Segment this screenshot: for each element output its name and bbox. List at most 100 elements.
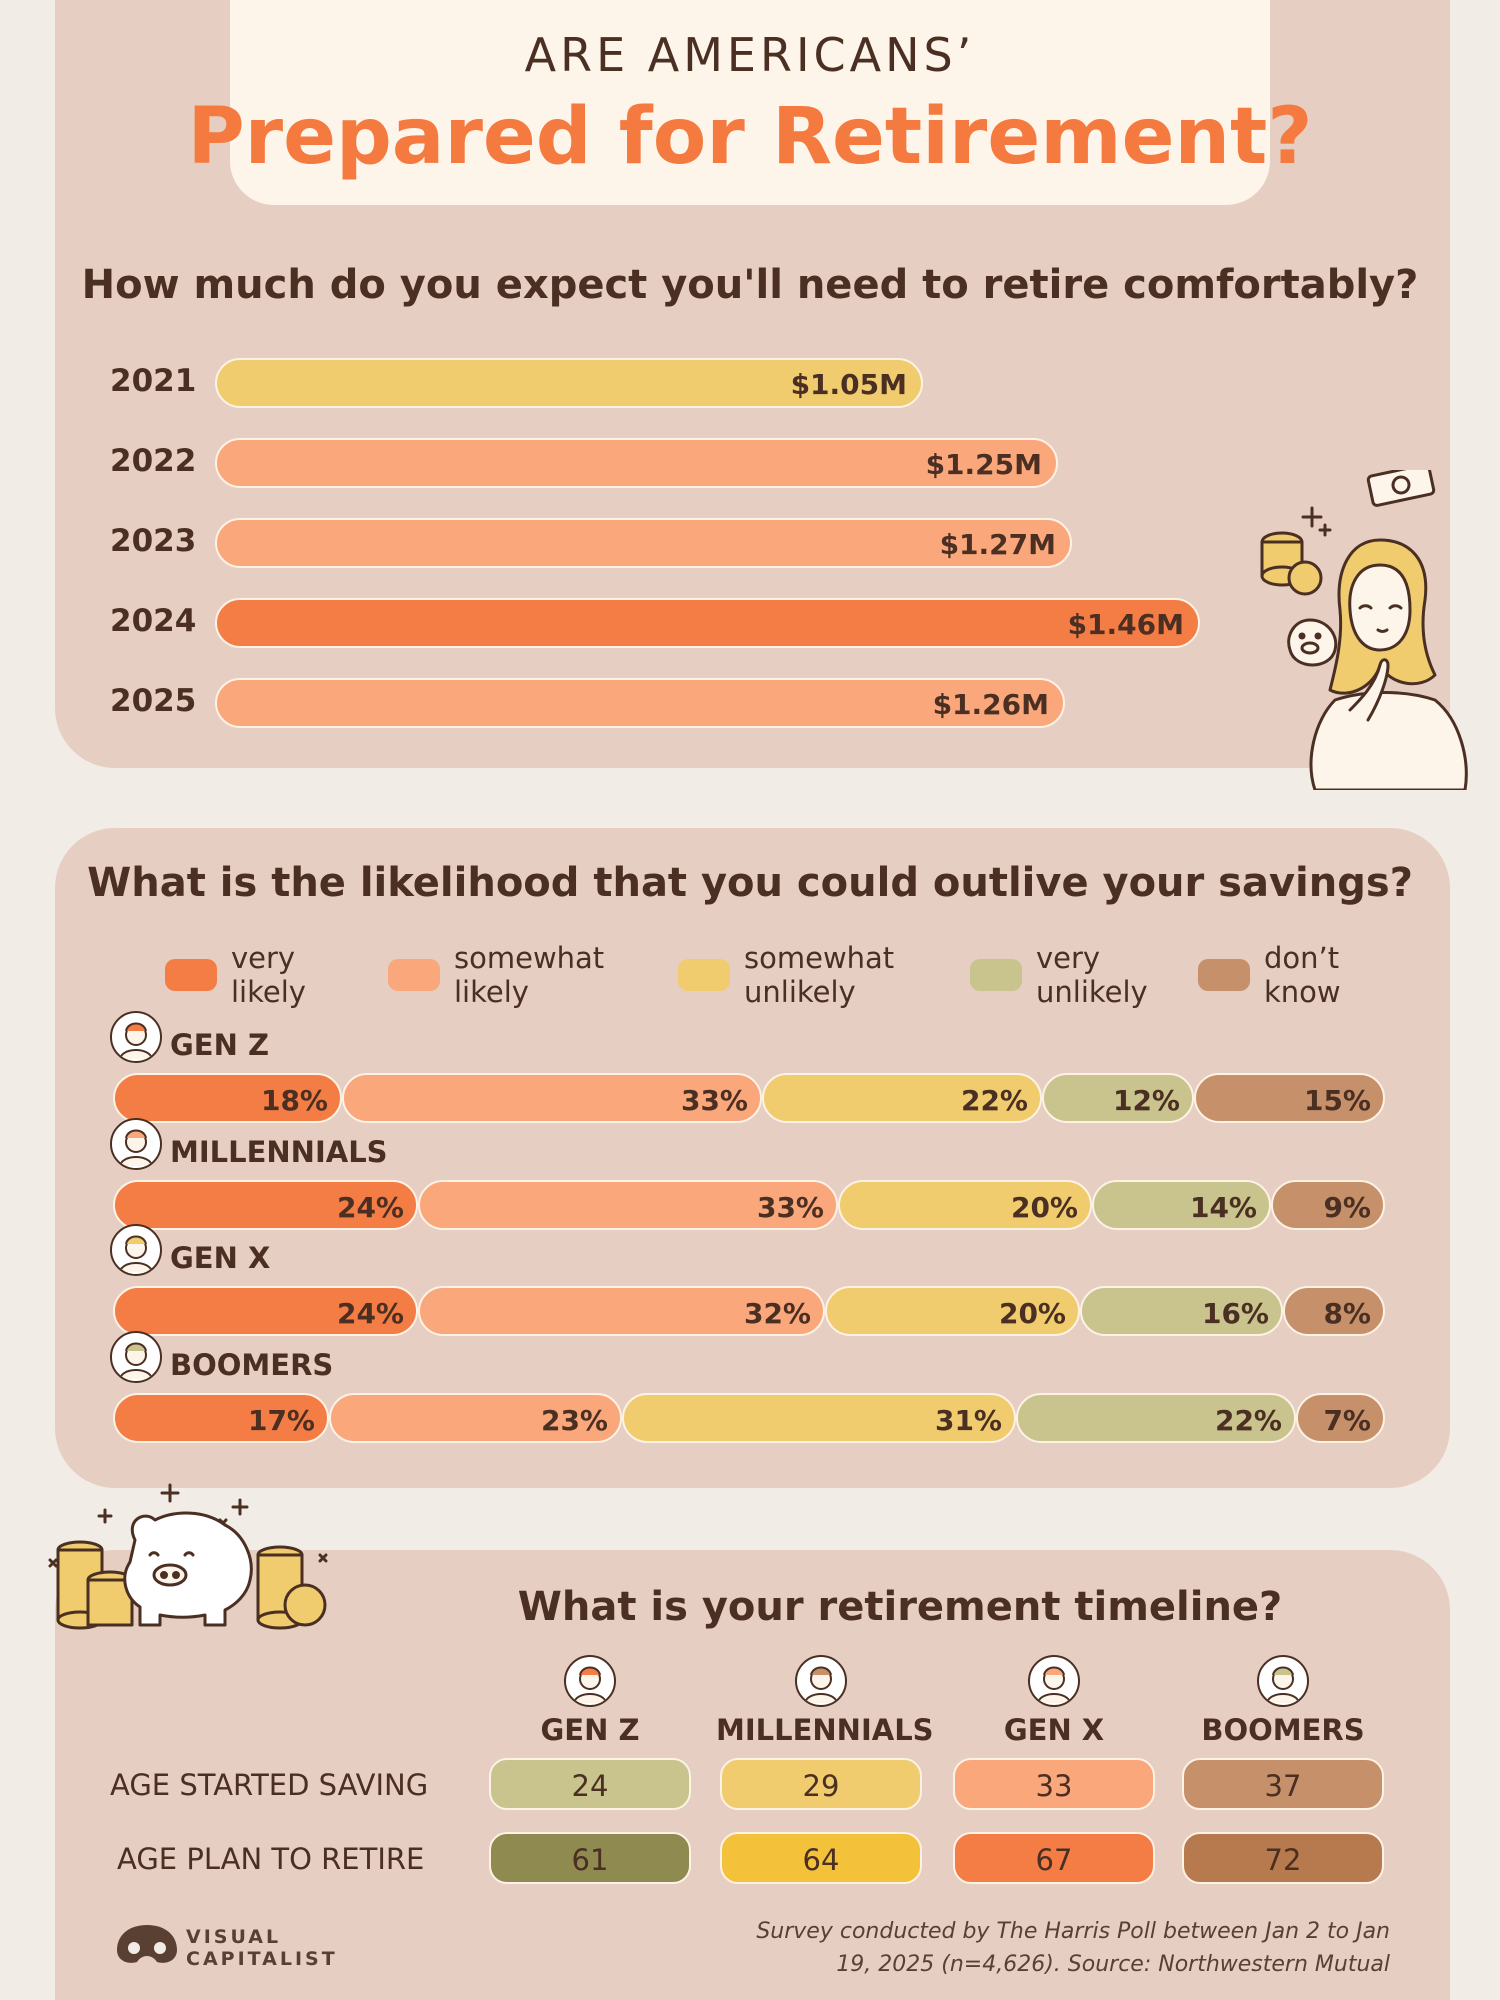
expectation-value-2025: $1.26M bbox=[932, 688, 1049, 721]
gen-label-0: GEN Z bbox=[170, 1028, 270, 1062]
year-label-2025: 2025 bbox=[110, 683, 197, 719]
outlive-segment-2-4: 8% bbox=[1283, 1286, 1385, 1336]
avatar-gen-x-icon bbox=[110, 1224, 162, 1276]
legend-label-2: somewhat unlikely bbox=[744, 941, 895, 1009]
timeline-cell-1-3: 72 bbox=[1182, 1832, 1384, 1884]
expectation-value-2021: $1.05M bbox=[790, 368, 907, 401]
outlive-segment-3-0: 17% bbox=[113, 1393, 329, 1443]
avatar-gen-z-icon bbox=[110, 1011, 162, 1063]
outlive-segment-0-2: 22% bbox=[762, 1073, 1042, 1123]
timeline-cell-1-2: 67 bbox=[953, 1832, 1155, 1884]
legend-swatch-2 bbox=[678, 959, 730, 991]
legend-label-4: don’t know bbox=[1264, 941, 1341, 1009]
year-label-2021: 2021 bbox=[110, 363, 197, 399]
timeline-col-3: BOOMERS bbox=[1201, 1713, 1365, 1747]
outlive-label-3-1: 23% bbox=[540, 1404, 608, 1437]
legend-label-3: very unlikely bbox=[1036, 941, 1148, 1009]
outlive-label-0-4: 15% bbox=[1303, 1084, 1371, 1117]
year-label-2022: 2022 bbox=[110, 443, 197, 479]
timeline-cell-0-0: 24 bbox=[489, 1758, 691, 1810]
outlive-segment-2-3: 16% bbox=[1080, 1286, 1283, 1336]
outlive-label-2-1: 32% bbox=[743, 1297, 811, 1330]
outlive-segment-0-4: 15% bbox=[1194, 1073, 1385, 1123]
timeline-avatar-1-icon bbox=[795, 1655, 847, 1707]
timeline-row-label-0: AGE STARTED SAVING bbox=[110, 1768, 429, 1802]
timeline-row-label-1: AGE PLAN TO RETIRE bbox=[117, 1842, 425, 1876]
timeline-cell-1-1: 64 bbox=[720, 1832, 922, 1884]
timeline-cell-0-3: 37 bbox=[1182, 1758, 1384, 1810]
expectation-value-2022: $1.25M bbox=[925, 448, 1042, 481]
timeline-cell-0-1: 29 bbox=[720, 1758, 922, 1810]
expectation-question: How much do you expect you'll need to re… bbox=[81, 262, 1419, 308]
timeline-cell-0-2: 33 bbox=[953, 1758, 1155, 1810]
outlive-question: What is the likelihood that you could ou… bbox=[87, 860, 1413, 906]
outlive-label-0-0: 18% bbox=[260, 1084, 328, 1117]
logo-line2: CAPITALIST bbox=[186, 1948, 338, 1970]
outlive-label-0-2: 22% bbox=[960, 1084, 1028, 1117]
timeline-avatar-0-icon bbox=[564, 1655, 616, 1707]
gen-label-2: GEN X bbox=[170, 1241, 271, 1275]
outlive-label-3-4: 7% bbox=[1323, 1404, 1371, 1437]
timeline-avatar-2-icon bbox=[1028, 1655, 1080, 1707]
timeline-cell-1-0: 61 bbox=[489, 1832, 691, 1884]
outlive-segment-3-1: 23% bbox=[329, 1393, 622, 1443]
legend-label-0: very likely bbox=[231, 941, 306, 1009]
avatar-boomers-icon bbox=[110, 1331, 162, 1383]
outlive-label-3-2: 31% bbox=[934, 1404, 1002, 1437]
outlive-label-2-3: 16% bbox=[1201, 1297, 1269, 1330]
outlive-label-0-1: 33% bbox=[680, 1084, 748, 1117]
legend-swatch-3 bbox=[970, 959, 1022, 991]
outlive-segment-2-0: 24% bbox=[113, 1286, 418, 1336]
logo-line1: VISUAL bbox=[186, 1926, 282, 1948]
thinking-woman-illustration bbox=[1260, 470, 1468, 790]
gen-label-1: MILLENNIALS bbox=[170, 1135, 388, 1169]
timeline-avatar-3-icon bbox=[1257, 1655, 1309, 1707]
outlive-segment-0-0: 18% bbox=[113, 1073, 342, 1123]
outlive-label-1-0: 24% bbox=[336, 1191, 404, 1224]
expectation-value-2023: $1.27M bbox=[939, 528, 1056, 561]
legend-label-1: somewhat likely bbox=[454, 941, 605, 1009]
header-kicker: ARE AMERICANS’ bbox=[524, 28, 976, 82]
expectation-bar-2022: $1.25M bbox=[215, 438, 1058, 488]
timeline-col-1: MILLENNIALS bbox=[716, 1713, 934, 1747]
outlive-segment-3-4: 7% bbox=[1296, 1393, 1385, 1443]
outlive-segment-0-3: 12% bbox=[1042, 1073, 1194, 1123]
avatar-millennials-icon bbox=[110, 1118, 162, 1170]
timeline-question: What is your retirement timeline? bbox=[517, 1584, 1283, 1630]
outlive-segment-2-2: 20% bbox=[825, 1286, 1080, 1336]
legend-swatch-1 bbox=[388, 959, 440, 991]
timeline-col-0: GEN Z bbox=[540, 1713, 640, 1747]
outlive-segment-1-2: 20% bbox=[838, 1180, 1092, 1230]
outlive-label-3-0: 17% bbox=[247, 1404, 315, 1437]
outlive-label-1-1: 33% bbox=[756, 1191, 824, 1224]
year-label-2024: 2024 bbox=[110, 603, 197, 639]
expectation-bar-2024: $1.46M bbox=[215, 598, 1200, 648]
outlive-label-0-3: 12% bbox=[1112, 1084, 1180, 1117]
outlive-segment-1-1: 33% bbox=[418, 1180, 838, 1230]
source-note: Survey conducted by The Harris Poll betw… bbox=[756, 1919, 1390, 1977]
outlive-panel bbox=[55, 828, 1450, 1488]
year-label-2023: 2023 bbox=[110, 523, 197, 559]
outlive-segment-3-2: 31% bbox=[622, 1393, 1016, 1443]
expectation-bar-2023: $1.27M bbox=[215, 518, 1072, 568]
outlive-label-1-3: 14% bbox=[1189, 1191, 1257, 1224]
expectation-bar-2021: $1.05M bbox=[215, 358, 923, 408]
outlive-segment-2-1: 32% bbox=[418, 1286, 825, 1336]
header-title: Prepared for Retirement? bbox=[187, 92, 1313, 182]
piggy-bank-illustration bbox=[48, 1483, 328, 1630]
expectation-bar-2025: $1.26M bbox=[215, 678, 1065, 728]
outlive-label-3-3: 22% bbox=[1214, 1404, 1282, 1437]
header-card bbox=[230, 0, 1270, 205]
visual-capitalist-logo-icon bbox=[117, 1925, 177, 1963]
expectation-value-2024: $1.46M bbox=[1067, 608, 1184, 641]
outlive-segment-3-3: 22% bbox=[1016, 1393, 1296, 1443]
outlive-label-2-0: 24% bbox=[336, 1297, 404, 1330]
legend-swatch-0 bbox=[165, 959, 217, 991]
outlive-segment-1-0: 24% bbox=[113, 1180, 418, 1230]
timeline-col-2: GEN X bbox=[1003, 1713, 1105, 1747]
outlive-label-2-2: 20% bbox=[998, 1297, 1066, 1330]
outlive-label-1-4: 9% bbox=[1323, 1191, 1371, 1224]
outlive-label-1-2: 20% bbox=[1010, 1191, 1078, 1224]
outlive-label-2-4: 8% bbox=[1323, 1297, 1371, 1330]
outlive-segment-1-4: 9% bbox=[1271, 1180, 1385, 1230]
